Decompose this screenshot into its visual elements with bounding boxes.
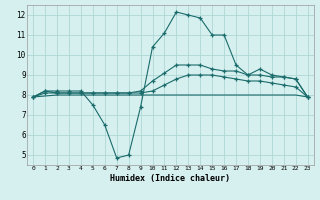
X-axis label: Humidex (Indice chaleur): Humidex (Indice chaleur): [110, 174, 230, 183]
